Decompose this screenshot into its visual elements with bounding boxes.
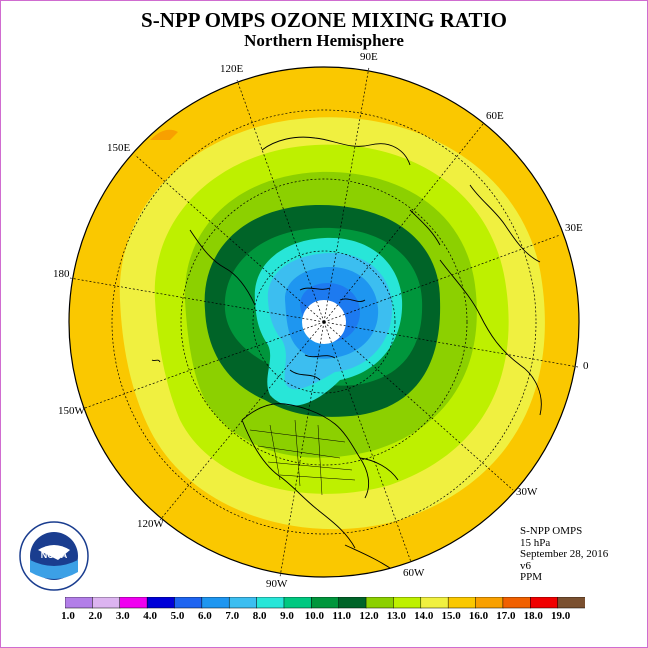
lon-label-150w: 150W	[58, 405, 85, 417]
colorbar	[65, 597, 585, 609]
noaa-logo-icon: NOAA	[19, 521, 89, 591]
info-instrument: S-NPP OMPS	[520, 525, 583, 537]
colorbar-tick-label: 12.0	[359, 610, 379, 622]
colorbar-tick-label: 5.0	[170, 610, 185, 622]
info-date: September 28, 2016	[520, 548, 609, 560]
colorbar-tick-label: 2.0	[88, 610, 103, 622]
lon-label-30w: 30W	[516, 486, 538, 498]
colorbar-tick-label: 14.0	[414, 610, 434, 622]
colorbar-swatch	[502, 597, 531, 609]
lon-label-120e: 120E	[220, 63, 244, 75]
colorbar-tick-label: 6.0	[197, 610, 212, 622]
colorbar-tick-label: 1.0	[61, 610, 75, 622]
colorbar-swatch	[65, 597, 93, 609]
graticule	[69, 66, 579, 578]
colorbar-swatch	[475, 597, 504, 609]
colorbar-swatch	[283, 597, 312, 609]
lon-label-90e: 90E	[360, 51, 378, 63]
colorbar-tick-label: 15.0	[441, 610, 461, 622]
colorbar-tick-label: 3.0	[115, 610, 130, 622]
coastlines	[151, 136, 542, 576]
band-15-patch	[150, 129, 178, 140]
colorbar-tick-label: 10.0	[304, 610, 324, 622]
colorbar-tick-label: 7.0	[225, 610, 240, 622]
colorbar-tick-label: 9.0	[280, 610, 294, 622]
map-subtitle: Northern Hemisphere	[244, 31, 404, 50]
lon-label-120w: 120W	[137, 518, 164, 530]
info-version: v6	[520, 559, 531, 572]
info-level: 15 hPa	[520, 536, 551, 549]
lon-label-60w: 60W	[403, 567, 425, 579]
map-title: S-NPP OMPS OZONE MIXING RATIO	[141, 8, 507, 32]
colorbar-swatch	[201, 597, 230, 609]
state-boundaries	[249, 419, 356, 496]
colorbar-swatch	[447, 597, 477, 609]
lon-label-90w: 90W	[266, 578, 288, 590]
colorbar-swatch	[92, 597, 121, 609]
colorbar-swatch	[311, 597, 340, 609]
colorbar-tick-label: 19.0	[551, 610, 571, 622]
colorbar-swatch	[256, 597, 285, 609]
colorbar-tick-label: 8.0	[252, 610, 267, 622]
colorbar-tick-label: 4.0	[143, 610, 157, 622]
colorbar-tick-label: 13.0	[386, 610, 407, 622]
info-units: PPM	[520, 571, 543, 583]
colorbar-swatch	[146, 597, 176, 609]
lon-label-60e: 60E	[486, 110, 504, 122]
colorbar-swatch	[228, 597, 258, 609]
lon-label-180: 180	[53, 268, 70, 280]
colorbar-swatch	[557, 597, 585, 609]
colorbar-swatch	[174, 597, 203, 609]
product-info: S-NPP OMPS 15 hPa September 28, 2016 v6 …	[520, 525, 609, 584]
lon-label-30e: 30E	[565, 222, 583, 234]
colorbar-tick-label: 17.0	[496, 610, 516, 622]
colorbar-swatch	[530, 597, 559, 609]
colorbar-tick-label: 18.0	[523, 610, 543, 622]
colorbar-swatch	[393, 597, 422, 609]
colorbar-swatch	[420, 597, 449, 609]
lon-label-150e: 150E	[107, 142, 131, 154]
map-border	[68, 66, 580, 578]
colorbar-tick-label: 11.0	[332, 610, 351, 622]
colorbar-swatch	[119, 597, 148, 609]
colorbar-swatch	[338, 597, 367, 609]
logo-text: NOAA	[41, 550, 68, 560]
colorbar-swatch	[365, 597, 394, 609]
colorbar-tick-label: 16.0	[468, 610, 489, 622]
lon-label-0: 0	[583, 360, 589, 372]
